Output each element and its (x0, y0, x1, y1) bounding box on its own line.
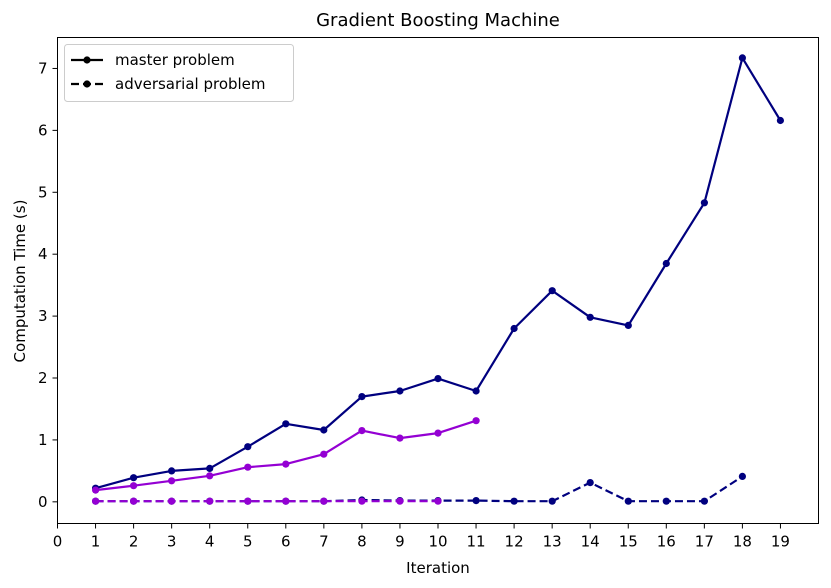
series-2-point (510, 497, 518, 505)
series-3-point (130, 497, 138, 505)
x-tick-label: 14 (581, 533, 600, 551)
legend-marker (83, 80, 91, 88)
series-0-point (206, 464, 214, 472)
x-axis: 0 1 2 3 4 5 6 7 8 9 10 11 12 13 14 15 16 17 18 19 (53, 523, 790, 551)
series-0-point (624, 321, 632, 329)
series-3-point (244, 497, 252, 505)
series-2-point (624, 497, 632, 505)
x-tick-label: 19 (771, 533, 790, 551)
x-tick-label: 17 (695, 533, 714, 551)
series-0-point (548, 287, 556, 295)
y-tick-label: 1 (38, 431, 48, 449)
series-2-line (95, 475, 744, 503)
series-0-point (282, 420, 290, 428)
series-0-point (130, 474, 138, 482)
series-0-point (244, 443, 252, 451)
series-2-point (472, 497, 480, 505)
y-tick-label: 3 (38, 307, 48, 325)
x-tick-label: 9 (395, 533, 405, 551)
plot-area (92, 54, 785, 505)
series-0-point (662, 259, 670, 268)
x-tick-label: 10 (428, 533, 447, 551)
legend: master problem adversarial problem (64, 44, 294, 102)
series-0-point (168, 467, 176, 475)
series-0-point (510, 324, 518, 333)
series-3-point (320, 497, 328, 505)
series-3-point (168, 497, 176, 505)
x-tick-label: 12 (505, 533, 524, 551)
series-3-point (434, 497, 442, 505)
series-0-point (434, 375, 442, 383)
chart-title: Gradient Boosting Machine (316, 10, 560, 31)
y-tick-label: 2 (38, 369, 48, 387)
legend-label: adversarial problem (115, 75, 266, 93)
x-tick-label: 2 (129, 533, 139, 551)
x-tick-label: 5 (243, 533, 253, 551)
series-1-point (282, 460, 290, 468)
series-2-point (700, 497, 709, 505)
series-0-point (472, 387, 480, 395)
x-tick-label: 13 (543, 533, 562, 551)
x-tick-label: 11 (467, 533, 486, 551)
y-tick-label: 4 (38, 245, 48, 263)
legend-box (64, 44, 294, 102)
series-1-point (244, 463, 252, 471)
series-1-point (130, 482, 138, 490)
series-3-point (282, 497, 290, 505)
series-0-point (700, 199, 709, 207)
y-axis-title: Computation Time (s) (11, 200, 29, 363)
series-0-point (586, 313, 594, 321)
series-1-point (472, 417, 480, 425)
series-1-point (168, 477, 176, 485)
legend-label: master problem (115, 51, 235, 69)
x-tick-label: 7 (319, 533, 329, 551)
series-3-point (92, 497, 100, 505)
series-2-point (662, 497, 670, 505)
x-tick-label: 18 (733, 533, 752, 551)
y-axis: 0 1 2 3 4 5 6 7 (38, 59, 58, 511)
y-tick-label: 6 (38, 121, 48, 139)
series-0-point (738, 54, 747, 62)
x-tick-label: 4 (205, 533, 215, 551)
series-2-point (738, 472, 747, 480)
y-tick-label: 7 (38, 59, 48, 77)
series-3-point (358, 497, 366, 505)
y-tick-label: 5 (38, 183, 48, 201)
x-tick-label: 16 (657, 533, 676, 551)
series-1-point (92, 486, 100, 494)
x-tick-label: 8 (357, 533, 367, 551)
series-1-point (206, 472, 214, 480)
series-3-point (396, 497, 404, 505)
x-tick-label: 3 (167, 533, 177, 551)
series-0-point (776, 116, 785, 125)
series-1-point (396, 434, 404, 442)
y-tick-label: 0 (38, 493, 48, 511)
series-0-point (396, 387, 404, 395)
series-1-point (320, 450, 328, 458)
series-3-point (206, 497, 214, 505)
x-tick-label: 1 (91, 533, 101, 551)
legend-marker (83, 56, 91, 64)
series-2-point (586, 479, 594, 487)
x-axis-title: Iteration (406, 559, 470, 577)
series-1-point (434, 429, 442, 437)
x-tick-label: 0 (53, 533, 63, 551)
x-tick-label: 6 (281, 533, 291, 551)
series-0-point (320, 426, 328, 434)
x-tick-label: 15 (619, 533, 638, 551)
series-2-point (548, 497, 556, 505)
series-0-point (358, 393, 366, 401)
series-1-point (358, 427, 366, 435)
